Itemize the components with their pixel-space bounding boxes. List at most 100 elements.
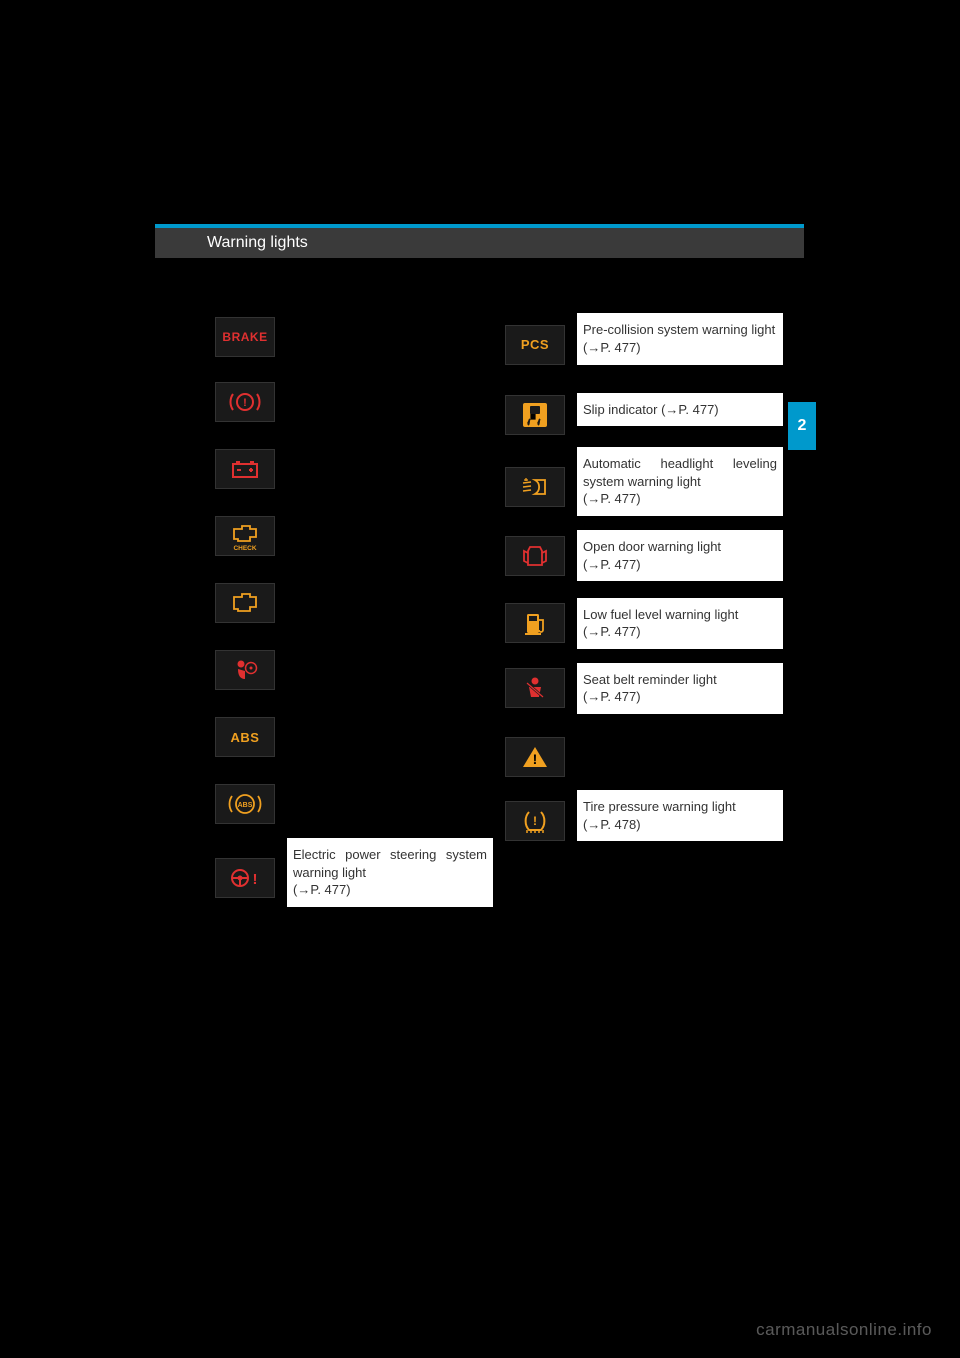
- eps-icon: !: [215, 858, 275, 898]
- battery-icon: [215, 449, 275, 489]
- desc-text: Open door warning light: [583, 539, 721, 554]
- footnote-marker: *1: [215, 706, 233, 717]
- warning-light-row: *1!Brake system warning light(→P. 475): [215, 363, 493, 430]
- page-ref: (→P. 475): [287, 398, 345, 413]
- page-ref: (→P. 477): [583, 557, 641, 572]
- seatbelt-icon: [505, 668, 565, 708]
- footnote-marker: *1: [505, 456, 523, 467]
- abs-text-icon: ABS: [215, 717, 275, 757]
- watermark: carmanualsonline.info: [756, 1320, 932, 1340]
- desc-text: Seat belt reminder light: [583, 672, 717, 687]
- page-ref: (→P. 476): [287, 666, 345, 681]
- svg-text:ABS: ABS: [238, 802, 253, 809]
- warning-light-row: *1ABS ABS warning light(→P. 476): [215, 698, 493, 765]
- warning-light-row: *1 Slip indicator (→P. 477): [505, 378, 783, 441]
- pcs-icon: PCS: [505, 325, 565, 365]
- desc-text: SRS warning light: [287, 648, 390, 663]
- desc-text: Electric power steering system warning l…: [293, 847, 487, 880]
- warning-light-row: *1Charging system warning light(→P. 476): [215, 430, 493, 497]
- section-header-bar: Warning lights: [155, 228, 804, 258]
- footer-code: GS350_OM_OM30F69U_(U): [215, 1095, 345, 1106]
- warning-light-row: *1, 2PCS Pre-collision system warning lig…: [505, 300, 783, 378]
- warning-light-description: Electric power steering system warning l…: [287, 838, 493, 907]
- footnote-marker: *1: [505, 726, 523, 737]
- side-tab-number: 2: [798, 417, 807, 435]
- warning-light-row: Open door warning light (→P. 477): [505, 522, 783, 590]
- warning-light-row: *1! Electric power steering system warnin…: [215, 832, 493, 913]
- warning-light-description: Master warning light (→P. 477): [577, 734, 783, 769]
- desc-text: Malfunction indicator lamp: [287, 581, 438, 596]
- page-ref: (→P. 476): [287, 599, 345, 614]
- section-title: Warning lights: [207, 234, 308, 252]
- warning-light-description: Automatic headlight leveling system warn…: [577, 447, 783, 516]
- warning-light-description: ABS warning light(→P. 476): [287, 714, 493, 749]
- warning-light-row: Low fuel level warning light (→P. 477): [505, 590, 783, 657]
- svg-text:!: !: [253, 871, 258, 888]
- desc-text: Low fuel level warning light: [583, 607, 738, 622]
- brake-text-icon: BRAKE: [215, 317, 275, 357]
- page-ref: (→P. 477): [583, 624, 641, 639]
- warning-light-description: Slip indicator (→P. 477): [577, 393, 783, 427]
- desc-text: Brake system warning light: [287, 315, 442, 330]
- footnote-marker: *1: [215, 306, 233, 317]
- warning-light-row: Seat belt reminder light (→P. 477): [505, 657, 783, 720]
- warning-light-row: *1 Malfunction indicator lamp (→P. 476): [215, 564, 493, 631]
- page-ref: (→P. 477): [583, 689, 641, 704]
- breadcrumb: 2. Instrument cluster: [215, 135, 333, 150]
- brake-circle-icon: !: [215, 382, 275, 422]
- desc-text: Charging system warning light: [287, 447, 461, 462]
- footnote-marker: *1: [505, 384, 523, 395]
- footnote-marker: *1: [215, 572, 233, 583]
- warning-light-description: Pre-collision system warning light(→P. 4…: [577, 313, 783, 364]
- warning-light-description: Brake system warning light (→P. 475): [287, 314, 493, 349]
- desc-text: Malfunction indicator lamp: [287, 514, 438, 529]
- svg-text:!: !: [533, 751, 538, 767]
- desc-text: Slip indicator: [583, 402, 657, 417]
- page-ref: (→P. 476): [287, 532, 345, 547]
- page-ref: (→P. 478): [583, 817, 641, 832]
- page-ref: (→P. 477): [583, 340, 641, 355]
- engine-icon: [215, 583, 275, 623]
- page-ref: (→P. 475): [287, 333, 345, 348]
- footnote-marker: *1, 2: [505, 314, 526, 325]
- fuel-icon: [505, 603, 565, 643]
- page-ref: (→P. 476): [287, 733, 345, 748]
- headlight-level-icon: [505, 467, 565, 507]
- footnote: *1: These lights turn on when the engine…: [215, 1015, 775, 1075]
- warning-light-description: Low fuel level warning light (→P. 477): [577, 598, 783, 649]
- side-tab: 2: [788, 402, 816, 450]
- door-icon: [505, 536, 565, 576]
- tire-icon: !: [505, 801, 565, 841]
- warning-light-description: Seat belt reminder light (→P. 477): [577, 663, 783, 714]
- page-ref: (→P. 477): [577, 753, 635, 768]
- svg-text:!: !: [243, 397, 247, 409]
- abs-circle-icon: ABS: [215, 784, 275, 824]
- right-column: *1, 2PCS Pre-collision system warning lig…: [505, 300, 783, 913]
- warning-light-row: *1! Master warning light (→P. 477): [505, 720, 783, 784]
- desc-text: Automatic headlight leveling system warn…: [583, 456, 777, 489]
- chapter-title: 2-1. Instrument cluster: [215, 170, 364, 187]
- page-ref: (→P. 477): [583, 491, 641, 506]
- warning-light-description: Open door warning light (→P. 477): [577, 530, 783, 581]
- svg-text:!: !: [533, 814, 537, 828]
- warning-light-description: Malfunction indicator lamp (→P. 476): [287, 580, 493, 615]
- warning-light-description: Charging system warning light (→P. 476): [287, 446, 493, 481]
- warning-light-description: Tire pressure warning light (→P. 478): [577, 790, 783, 841]
- airbag-icon: [215, 650, 275, 690]
- warning-light-row: *1CHECKMalfunction indicator lamp(→P. 47…: [215, 497, 493, 564]
- footnote-marker: *1: [215, 847, 233, 858]
- footnote-marker: *1: [505, 790, 523, 801]
- warning-light-row: *1 Automatic headlight leveling system wa…: [505, 441, 783, 522]
- desc-text: Master warning light: [577, 735, 693, 750]
- svg-text:CHECK: CHECK: [233, 545, 256, 551]
- desc-text: Tire pressure warning light: [583, 799, 736, 814]
- page-ref: (→P. 477): [661, 402, 719, 417]
- desc-text: Brake system warning light: [287, 380, 442, 395]
- warning-light-description: Brake system warning light (→P. 475): [287, 379, 493, 414]
- warning-light-row: *1ABSABS warning light(→P. 476): [215, 765, 493, 832]
- master-icon: !: [505, 737, 565, 777]
- warning-light-description: Malfunction indicator lamp (→P. 476): [287, 513, 493, 548]
- warning-light-row: *1BRAKE Brake system warning light (→P. 47…: [215, 300, 493, 363]
- warning-light-description: ABS warning light(→P. 476): [287, 781, 493, 816]
- page-ref: (→P. 476): [287, 465, 345, 480]
